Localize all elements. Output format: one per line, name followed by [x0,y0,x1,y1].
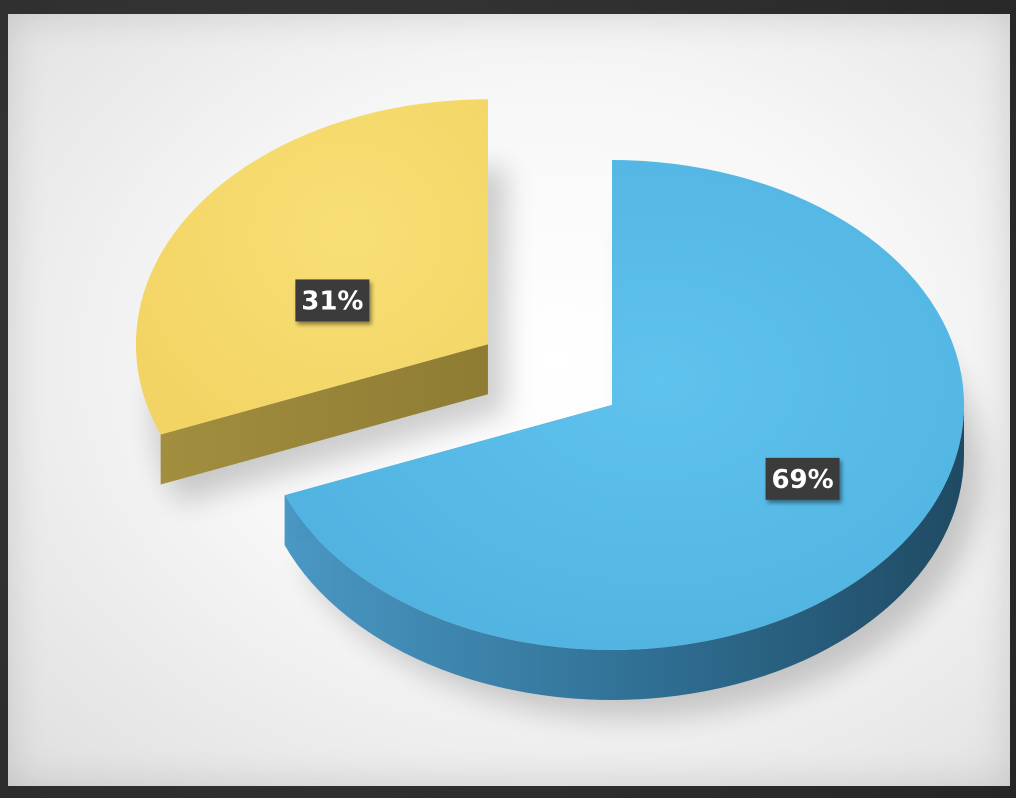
data-label: 31% [295,279,370,322]
data-label: 69% [765,457,840,500]
pie-slice-blue [284,160,964,650]
data-label-text: 31% [301,286,363,316]
pie-slice-yellow-cut-face [160,344,488,485]
pie-slice-yellow [135,99,488,435]
data-label-text: 69% [771,465,833,495]
pie-slice-blue-side [284,405,965,700]
